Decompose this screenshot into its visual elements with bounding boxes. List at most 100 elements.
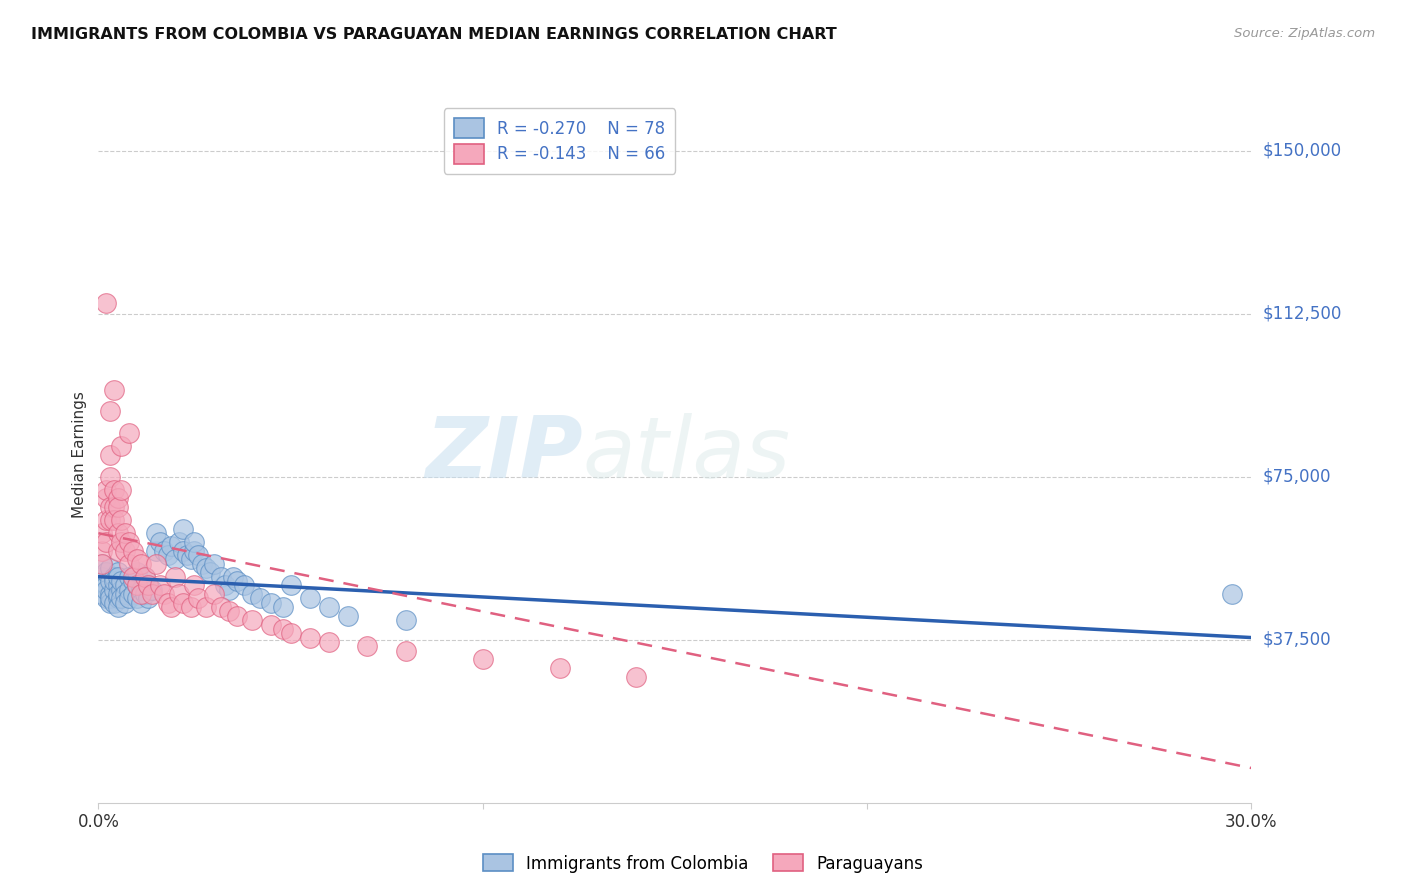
- Point: [118, 570, 141, 584]
- Point: [103, 383, 125, 397]
- Point: [183, 543, 205, 558]
- Point: [107, 578, 129, 592]
- Point: [260, 596, 283, 610]
- Point: [183, 578, 205, 592]
- Point: [91, 557, 114, 571]
- Point: [141, 582, 163, 597]
- Point: [125, 552, 148, 566]
- Point: [91, 543, 114, 558]
- Point: [218, 582, 240, 597]
- Point: [152, 587, 174, 601]
- Point: [134, 570, 156, 584]
- Point: [180, 600, 202, 615]
- Point: [98, 404, 121, 418]
- Point: [149, 578, 172, 592]
- Point: [98, 587, 121, 601]
- Point: [218, 605, 240, 619]
- Point: [94, 591, 117, 606]
- Point: [103, 582, 125, 597]
- Point: [222, 570, 245, 584]
- Point: [118, 557, 141, 571]
- Point: [103, 513, 125, 527]
- Point: [114, 526, 136, 541]
- Point: [107, 600, 129, 615]
- Point: [318, 600, 340, 615]
- Point: [271, 622, 294, 636]
- Text: Source: ZipAtlas.com: Source: ZipAtlas.com: [1234, 27, 1375, 40]
- Point: [167, 587, 190, 601]
- Point: [249, 591, 271, 606]
- Point: [280, 578, 302, 592]
- Point: [110, 483, 132, 497]
- Point: [548, 661, 571, 675]
- Point: [202, 557, 225, 571]
- Point: [298, 631, 321, 645]
- Point: [145, 526, 167, 541]
- Point: [129, 582, 152, 597]
- Text: ZIP: ZIP: [425, 413, 582, 497]
- Point: [98, 469, 121, 483]
- Point: [195, 600, 218, 615]
- Point: [298, 591, 321, 606]
- Point: [187, 548, 209, 562]
- Text: $150,000: $150,000: [1263, 142, 1341, 160]
- Point: [122, 570, 145, 584]
- Text: $75,000: $75,000: [1263, 467, 1331, 485]
- Point: [156, 548, 179, 562]
- Point: [125, 591, 148, 606]
- Point: [94, 483, 117, 497]
- Point: [91, 587, 114, 601]
- Point: [98, 574, 121, 588]
- Point: [209, 600, 232, 615]
- Point: [145, 557, 167, 571]
- Point: [225, 608, 247, 623]
- Point: [107, 500, 129, 514]
- Point: [160, 539, 183, 553]
- Point: [107, 570, 129, 584]
- Point: [138, 591, 160, 606]
- Point: [110, 591, 132, 606]
- Point: [107, 543, 129, 558]
- Point: [134, 587, 156, 601]
- Point: [107, 526, 129, 541]
- Point: [280, 626, 302, 640]
- Point: [103, 574, 125, 588]
- Point: [145, 543, 167, 558]
- Point: [318, 635, 340, 649]
- Point: [156, 596, 179, 610]
- Point: [191, 557, 214, 571]
- Point: [395, 643, 418, 657]
- Point: [356, 639, 378, 653]
- Legend: Immigrants from Colombia, Paraguayans: Immigrants from Colombia, Paraguayans: [475, 847, 931, 880]
- Point: [225, 574, 247, 588]
- Point: [233, 578, 256, 592]
- Text: $112,500: $112,500: [1263, 304, 1341, 323]
- Point: [1220, 587, 1243, 601]
- Point: [110, 534, 132, 549]
- Point: [125, 566, 148, 580]
- Point: [260, 617, 283, 632]
- Point: [91, 557, 114, 571]
- Y-axis label: Median Earnings: Median Earnings: [72, 392, 87, 518]
- Point: [240, 613, 263, 627]
- Point: [98, 448, 121, 462]
- Point: [172, 522, 194, 536]
- Point: [118, 534, 141, 549]
- Point: [118, 582, 141, 597]
- Point: [91, 526, 114, 541]
- Point: [187, 591, 209, 606]
- Point: [110, 513, 132, 527]
- Point: [138, 578, 160, 592]
- Text: $37,500: $37,500: [1263, 631, 1331, 648]
- Text: atlas: atlas: [582, 413, 790, 497]
- Point: [98, 561, 121, 575]
- Legend: R = -0.270    N = 78, R = -0.143    N = 66: R = -0.270 N = 78, R = -0.143 N = 66: [444, 109, 675, 174]
- Point: [98, 513, 121, 527]
- Point: [125, 578, 148, 592]
- Point: [107, 587, 129, 601]
- Point: [98, 596, 121, 610]
- Point: [337, 608, 360, 623]
- Point: [110, 439, 132, 453]
- Point: [122, 543, 145, 558]
- Point: [114, 543, 136, 558]
